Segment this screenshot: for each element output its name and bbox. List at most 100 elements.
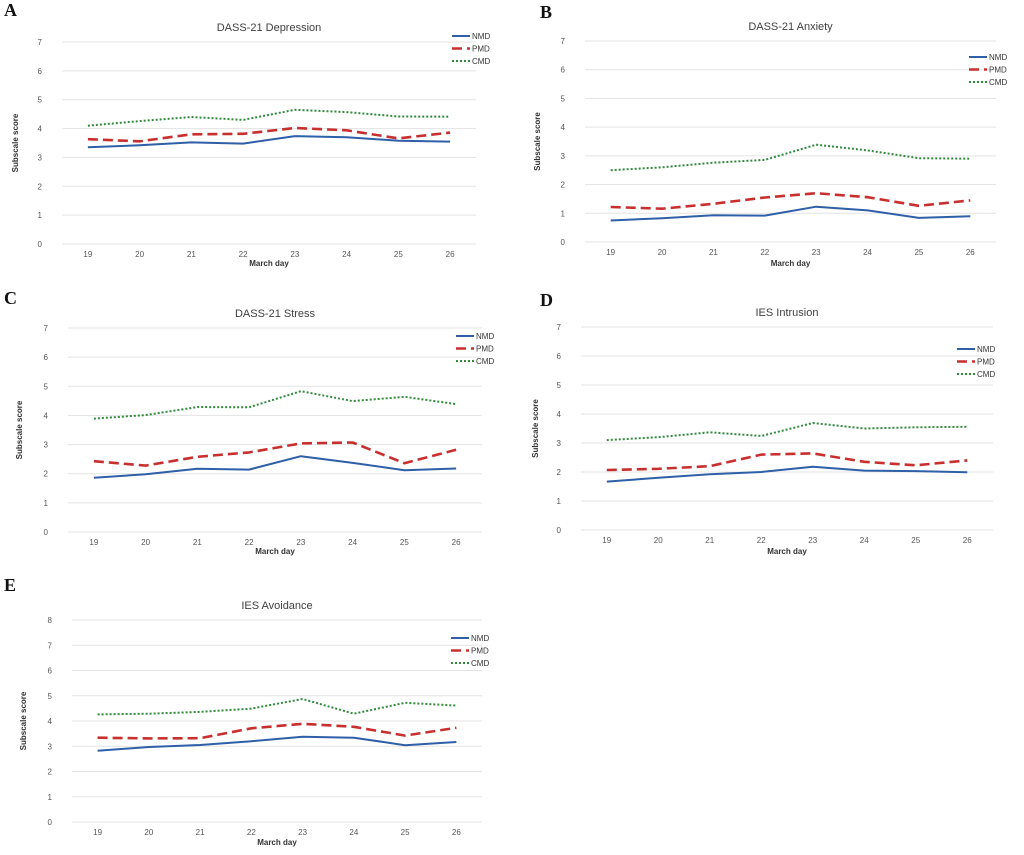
x-tick-label: 23: [290, 250, 299, 259]
x-tick-label: 19: [602, 536, 611, 545]
x-tick-label: 20: [658, 248, 667, 257]
x-tick-label: 25: [911, 536, 920, 545]
legend-label-nmd: NMD: [476, 332, 494, 341]
y-tick-label: 4: [557, 410, 562, 419]
y-tick-label: 2: [557, 468, 562, 477]
legend-label-nmd: NMD: [977, 345, 995, 354]
panel-b: B 0 1 2 3 4 5 6 7 19 20 21 22 23 24 25 26 DASS-21 Anxiet…: [512, 0, 1024, 280]
x-tick-label: 26: [446, 250, 455, 259]
series-line-nmd: [610, 205, 971, 222]
x-tick-label: 26: [452, 538, 461, 547]
series-line-cmd: [97, 698, 457, 716]
x-tick-label: 25: [914, 248, 923, 257]
legend-label-cmd: CMD: [471, 659, 489, 668]
y-tick-label: 4: [38, 125, 43, 134]
x-tick-label: 22: [760, 248, 769, 257]
legend-label-cmd: CMD: [472, 57, 490, 66]
x-tick-label: 21: [196, 828, 205, 837]
x-tick-label: 19: [606, 248, 615, 257]
x-tick-label: 23: [812, 248, 821, 257]
y-tick-label: 6: [44, 353, 49, 362]
x-tick-label: 20: [144, 828, 153, 837]
x-tick-label: 22: [239, 250, 248, 259]
x-axis-label: March day: [767, 547, 807, 556]
x-tick-label: 19: [93, 828, 102, 837]
panel-label: E: [4, 575, 17, 595]
series-line-pmd: [87, 126, 451, 143]
series-line-pmd: [606, 452, 968, 472]
chart-title: DASS-21 Anxiety: [748, 21, 833, 33]
y-tick-label: 1: [561, 209, 566, 218]
x-tick-label: 25: [401, 828, 410, 837]
series-line-cmd: [606, 422, 968, 442]
y-tick-label: 1: [557, 497, 562, 506]
x-tick-label: 23: [296, 538, 305, 547]
y-tick-label: 6: [48, 667, 53, 676]
series-line-cmd: [610, 143, 971, 172]
panel-label: C: [4, 288, 17, 308]
panel-c: C 0 1 2 3 4 5 6 7 19 20 21 22 23 24 25 26 DASS-21 Stress…: [0, 288, 505, 568]
y-tick-label: 3: [38, 153, 43, 162]
y-tick-label: 0: [38, 240, 43, 249]
series-line-nmd: [87, 135, 451, 149]
x-tick-label: 24: [348, 538, 357, 547]
panel-d: D 0 1 2 3 4 5 6 7 19 20 21 22 23 24 25 26 IES Intrusion M…: [512, 288, 1024, 568]
x-tick-label: 21: [705, 536, 714, 545]
x-tick-label: 23: [298, 828, 307, 837]
y-tick-label: 0: [48, 818, 53, 827]
legend-label-pmd: PMD: [476, 345, 494, 354]
y-tick-label: 3: [561, 152, 566, 161]
y-tick-label: 4: [44, 411, 49, 420]
legend-label-nmd: NMD: [989, 53, 1007, 62]
y-tick-label: 0: [561, 238, 566, 247]
legend-label-nmd: NMD: [471, 634, 489, 643]
x-tick-label: 21: [187, 250, 196, 259]
x-tick-label: 20: [141, 538, 150, 547]
y-tick-label: 7: [561, 37, 566, 46]
y-tick-label: 3: [557, 439, 562, 448]
y-tick-label: 5: [557, 381, 562, 390]
legend-label-cmd: CMD: [977, 370, 995, 379]
y-tick-label: 6: [557, 352, 562, 361]
y-tick-label: 2: [561, 181, 566, 190]
x-tick-label: 26: [452, 828, 461, 837]
y-tick-label: 7: [557, 323, 562, 332]
y-tick-label: 5: [561, 94, 566, 103]
y-axis-label: Subscale score: [19, 691, 28, 750]
series-line-pmd: [93, 441, 457, 467]
chart-title: DASS-21 Depression: [217, 22, 322, 34]
series-line-cmd: [93, 390, 457, 420]
series-line-cmd: [87, 108, 451, 127]
legend-label-pmd: PMD: [471, 647, 489, 656]
panel-label: D: [540, 290, 553, 310]
x-tick-label: 20: [654, 536, 663, 545]
y-tick-label: 4: [48, 717, 53, 726]
y-tick-label: 4: [561, 123, 566, 132]
x-tick-label: 26: [966, 248, 975, 257]
chart-title: IES Intrusion: [756, 307, 819, 319]
x-tick-label: 25: [394, 250, 403, 259]
y-tick-label: 0: [557, 526, 562, 535]
y-tick-label: 7: [38, 38, 43, 47]
panel-label: B: [540, 2, 553, 22]
legend-label-cmd: CMD: [989, 78, 1007, 87]
x-axis-label: March day: [257, 838, 297, 847]
y-tick-label: 1: [48, 793, 53, 802]
series-line-nmd: [93, 455, 457, 479]
x-tick-label: 19: [89, 538, 98, 547]
x-tick-label: 24: [860, 536, 869, 545]
y-tick-label: 8: [48, 616, 53, 625]
x-tick-label: 22: [757, 536, 766, 545]
y-tick-label: 3: [44, 441, 49, 450]
legend-label-nmd: NMD: [472, 32, 490, 41]
y-tick-label: 5: [44, 382, 49, 391]
y-tick-label: 6: [561, 66, 566, 75]
panel-e: E 0 1 2 3 4 5 6 7 8 19 20 21 22 23 24 25 26 IES Avoidance…: [0, 575, 510, 855]
x-tick-label: 22: [247, 828, 256, 837]
x-axis-label: March day: [249, 259, 289, 268]
y-tick-label: 7: [48, 641, 53, 650]
legend-label-cmd: CMD: [476, 357, 494, 366]
